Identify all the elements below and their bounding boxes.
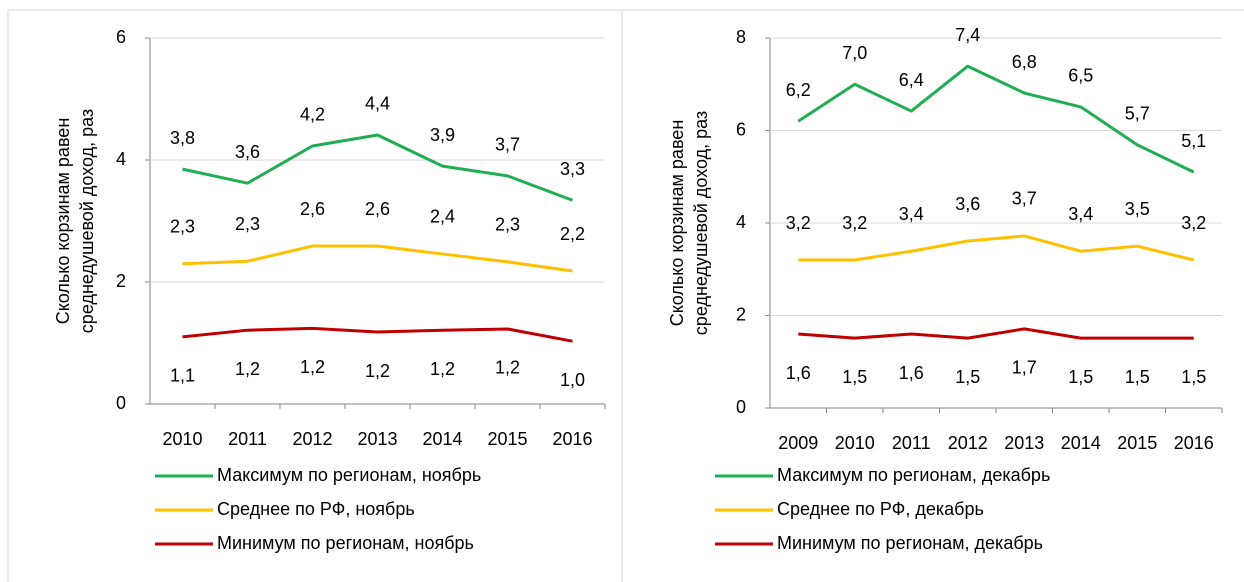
data-label: 1,0	[560, 370, 585, 390]
legend-label: Среднее по РФ, ноябрь	[217, 499, 415, 519]
line	[182, 326, 573, 343]
data-label: 5,1	[1181, 131, 1206, 151]
data-label: 6,8	[1012, 52, 1037, 72]
data-label: 3,6	[955, 194, 980, 214]
data-label: 1,2	[430, 359, 455, 379]
x-tick-label: 2013	[1004, 433, 1044, 453]
x-tick-label: 2009	[778, 433, 818, 453]
y-tick-label: 0	[736, 397, 746, 417]
x-tick-label: 2016	[552, 429, 592, 449]
legend-label: Максимум по регионам, ноябрь	[217, 465, 481, 485]
line	[182, 133, 574, 202]
data-label: 1,1	[170, 366, 195, 386]
data-label: 2,6	[300, 199, 325, 219]
data-label: 1,7	[1012, 358, 1037, 378]
data-label: 2,4	[430, 207, 455, 227]
data-label: 6,5	[1068, 66, 1093, 86]
data-label: 2,6	[365, 199, 390, 219]
legend-label: Минимум по регионам, ноябрь	[217, 533, 474, 553]
data-label: 3,7	[495, 135, 520, 155]
data-label: 1,5	[842, 367, 867, 387]
data-label: 1,2	[495, 358, 520, 378]
x-tick-label: 2012	[292, 429, 332, 449]
data-label: 5,7	[1125, 104, 1150, 124]
data-label: 3,6	[235, 142, 260, 162]
data-label: 2,3	[235, 214, 260, 234]
data-label: 1,5	[955, 367, 980, 387]
data-label: 7,4	[955, 25, 980, 45]
data-label: 2,2	[560, 224, 585, 244]
data-label: 1,2	[235, 359, 260, 379]
line	[182, 244, 573, 273]
data-label: 1,6	[786, 363, 811, 383]
legend-label: Минимум по регионам, декабрь	[777, 533, 1043, 553]
y-axis-label: Сколько корзинам равен	[667, 120, 687, 327]
data-label: 4,4	[365, 94, 390, 114]
data-label: 3,2	[1181, 213, 1206, 233]
data-label: 1,5	[1125, 367, 1150, 387]
data-label: 3,9	[430, 125, 455, 145]
line	[798, 327, 1194, 340]
x-tick-label: 2010	[835, 433, 875, 453]
data-label: 2,3	[495, 215, 520, 235]
data-label: 3,2	[786, 213, 811, 233]
data-label: 6,4	[899, 70, 924, 90]
legend-label: Среднее по РФ, декабрь	[777, 499, 984, 519]
data-label: 1,2	[300, 357, 325, 377]
data-label: 1,6	[899, 363, 924, 383]
line	[798, 234, 1195, 262]
data-label: 1,5	[1068, 367, 1093, 387]
data-label: 7,0	[842, 43, 867, 63]
y-tick-label: 2	[116, 271, 126, 291]
data-label: 3,2	[842, 213, 867, 233]
data-label: 3,3	[560, 159, 585, 179]
data-label: 1,2	[365, 361, 390, 381]
data-label: 6,2	[786, 80, 811, 100]
x-tick-label: 2014	[422, 429, 462, 449]
x-tick-label: 2015	[1117, 433, 1157, 453]
y-tick-label: 0	[116, 393, 126, 413]
x-tick-label: 2016	[1174, 433, 1214, 453]
y-axis-label: среднедушевой доход, раз	[691, 111, 711, 335]
legend-label: Максимум по регионам, декабрь	[777, 465, 1050, 485]
line	[797, 64, 1195, 174]
y-tick-label: 4	[736, 212, 746, 232]
data-label: 2,3	[170, 216, 195, 236]
x-tick-label: 2011	[228, 429, 267, 449]
data-label: 3,7	[1012, 189, 1037, 209]
y-axis-label: Сколько корзинам равен	[53, 118, 73, 325]
x-tick-label: 2015	[487, 429, 527, 449]
data-label: 3,8	[170, 128, 195, 148]
y-tick-label: 8	[736, 27, 746, 47]
data-label: 1,5	[1181, 367, 1206, 387]
x-tick-label: 2012	[948, 433, 988, 453]
x-tick-label: 2011	[892, 433, 931, 453]
y-tick-label: 6	[116, 27, 126, 47]
y-tick-label: 4	[116, 149, 126, 169]
x-tick-label: 2014	[1061, 433, 1101, 453]
y-tick-label: 6	[736, 119, 746, 139]
data-label: 3,4	[899, 204, 924, 224]
data-label: 3,4	[1068, 204, 1093, 224]
y-axis-label: среднедушевой доход, раз	[77, 109, 97, 333]
data-label: 3,5	[1125, 199, 1150, 219]
x-tick-label: 2010	[162, 429, 202, 449]
x-tick-label: 2013	[357, 429, 397, 449]
data-label: 4,2	[300, 105, 325, 125]
y-tick-label: 2	[736, 304, 746, 324]
